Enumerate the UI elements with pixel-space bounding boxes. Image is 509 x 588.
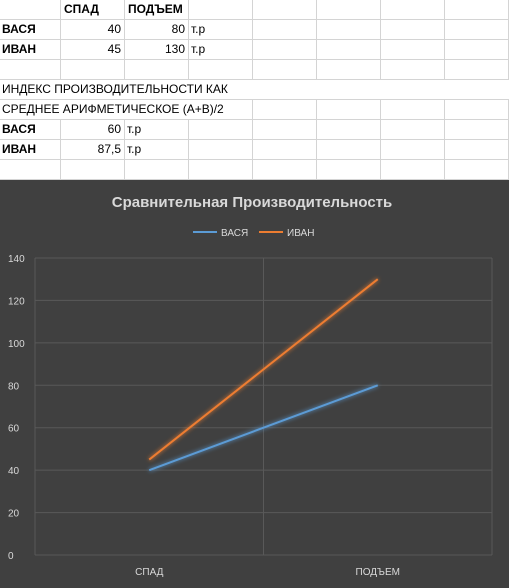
unit-cell[interactable]: т.р [191, 42, 206, 56]
table-row: ИВАН 45 130 т.р [0, 40, 509, 60]
chart-canvas: Сравнительная Производительность ВАСЯ ИВА… [8, 194, 493, 578]
chart-gridlines [34, 257, 493, 556]
y-axis: 0 20 40 60 80 100 120 140 [8, 254, 25, 562]
y-tick-label: 140 [8, 254, 25, 265]
unit-cell[interactable]: т.р [127, 142, 142, 156]
y-tick-label: 0 [8, 551, 14, 562]
series-line-ИВАН [148, 278, 379, 461]
empty-row [0, 60, 509, 80]
x-tick-label: СПАД [135, 567, 163, 578]
y-tick-label: 100 [8, 339, 25, 350]
average-name-cell[interactable]: ИВАН [2, 142, 37, 156]
chart-title: Сравнительная Производительность [112, 194, 393, 211]
average-row: ВАСЯ 60 т.р [0, 120, 509, 140]
average-name-cell[interactable]: ВАСЯ [2, 122, 36, 136]
index-text-line2[interactable]: СРЕДНЕЕ АРИФМЕТИЧЕСКОЕ (A+B)/2 [2, 100, 228, 119]
podem-value-cell[interactable]: 130 [164, 42, 185, 56]
series-line-ВАСЯ [148, 384, 379, 472]
header-podem[interactable]: ПОДЪЕМ [128, 2, 183, 16]
spad-value-cell[interactable]: 45 [107, 42, 121, 56]
y-tick-label: 60 [8, 424, 20, 435]
header-spad[interactable]: СПАД [64, 2, 99, 16]
legend-label: ВАСЯ [221, 228, 248, 239]
row-name-cell[interactable]: ИВАН [2, 42, 37, 56]
unit-cell[interactable]: т.р [127, 122, 142, 136]
chart-series [148, 278, 379, 472]
row-name-cell[interactable]: ВАСЯ [2, 22, 36, 36]
unit-cell[interactable]: т.р [191, 22, 206, 36]
x-tick-label: ПОДЪЕМ [356, 567, 400, 578]
index-text-row: СРЕДНЕЕ АРИФМЕТИЧЕСКОЕ (A+B)/2 [0, 100, 509, 120]
average-value-cell[interactable]: 87,5 [97, 142, 121, 156]
empty-row [0, 160, 509, 180]
y-tick-label: 40 [8, 466, 20, 477]
line-chart[interactable]: Сравнительная Производительность ВАСЯ ИВА… [0, 180, 509, 588]
index-text-row: ИНДЕКС ПРОИЗВОДИТЕЛЬНОСТИ КАК [0, 80, 509, 100]
average-value-cell[interactable]: 60 [107, 122, 121, 136]
chart-legend: ВАСЯ ИВАН [193, 228, 314, 239]
y-tick-label: 80 [8, 381, 20, 392]
spreadsheet-grid: СПАД ПОДЪЕМ ВАСЯ 40 80 т.р ИВАН 45 130 т… [0, 0, 509, 180]
x-axis: СПАД ПОДЪЕМ [135, 567, 400, 578]
podem-value-cell[interactable]: 80 [171, 22, 185, 36]
table-row: ВАСЯ 40 80 т.р [0, 20, 509, 40]
spad-value-cell[interactable]: 40 [107, 22, 121, 36]
header-row: СПАД ПОДЪЕМ [0, 0, 509, 20]
index-text-line1[interactable]: ИНДЕКС ПРОИЗВОДИТЕЛЬНОСТИ КАК [2, 80, 232, 99]
legend-label: ИВАН [287, 228, 314, 239]
y-tick-label: 20 [8, 509, 20, 520]
y-tick-label: 120 [8, 296, 25, 307]
average-row: ИВАН 87,5 т.р [0, 140, 509, 160]
